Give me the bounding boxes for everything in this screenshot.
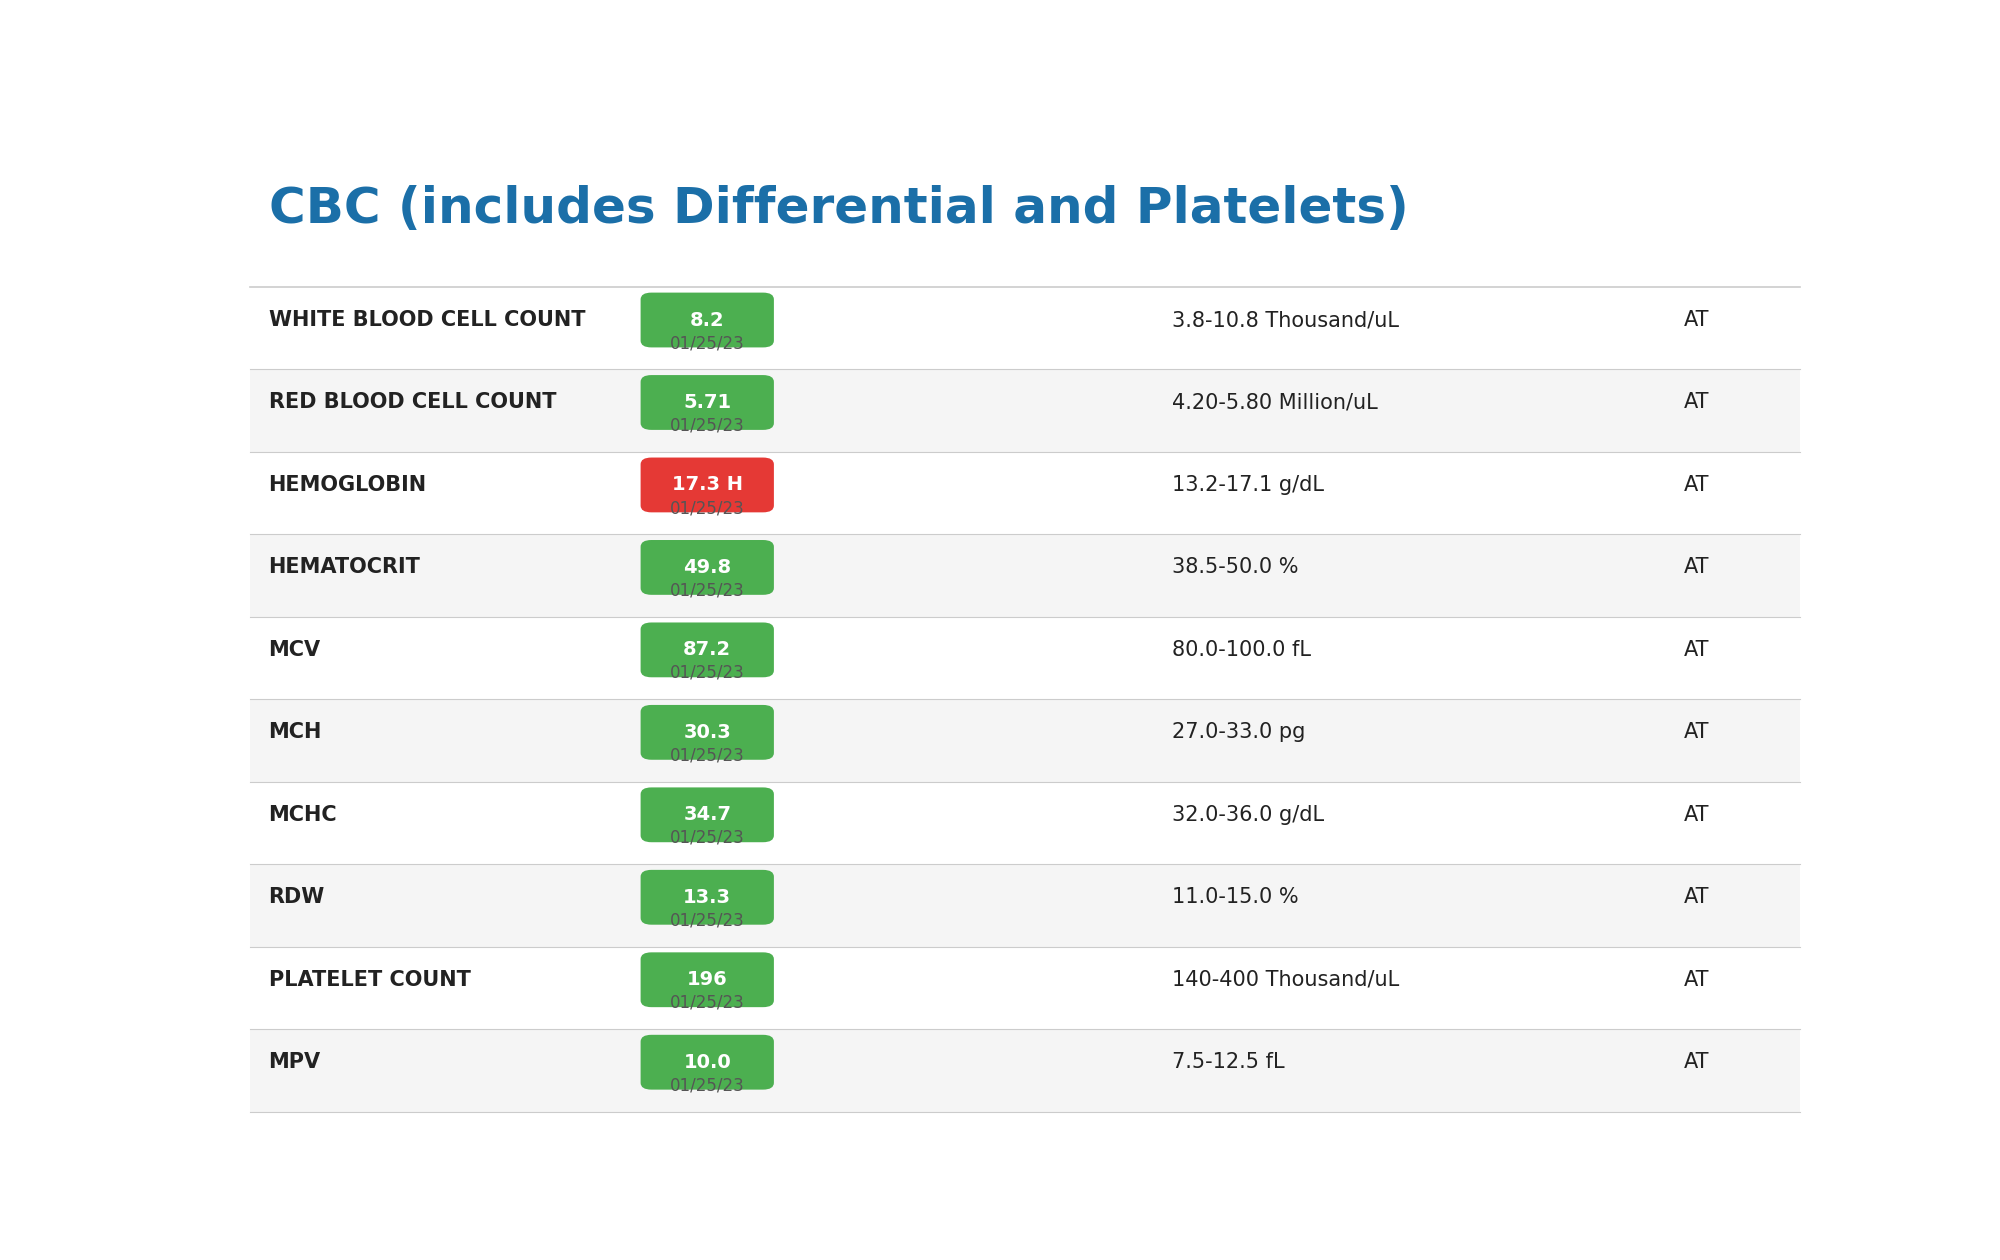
Text: 3.8-10.8 Thousand/uL: 3.8-10.8 Thousand/uL: [1172, 310, 1400, 330]
Text: AT: AT: [1684, 392, 1710, 412]
Bar: [250, 1029, 1800, 1111]
Text: 13.3: 13.3: [684, 888, 732, 907]
Text: MCV: MCV: [268, 640, 320, 660]
Text: 38.5-50.0 %: 38.5-50.0 %: [1172, 557, 1298, 577]
Text: HEMOGLOBIN: HEMOGLOBIN: [268, 475, 426, 495]
Text: 01/25/23: 01/25/23: [670, 334, 744, 352]
FancyBboxPatch shape: [640, 1034, 774, 1090]
Text: 01/25/23: 01/25/23: [670, 582, 744, 600]
Text: 140-400 Thousand/uL: 140-400 Thousand/uL: [1172, 970, 1400, 990]
Text: 01/25/23: 01/25/23: [670, 1076, 744, 1094]
Text: RED BLOOD CELL COUNT: RED BLOOD CELL COUNT: [268, 392, 556, 412]
Text: AT: AT: [1684, 805, 1710, 825]
Text: 01/25/23: 01/25/23: [670, 829, 744, 847]
FancyBboxPatch shape: [640, 869, 774, 925]
FancyBboxPatch shape: [640, 622, 774, 678]
Text: 01/25/23: 01/25/23: [670, 911, 744, 930]
Text: HEMATOCRIT: HEMATOCRIT: [268, 557, 420, 577]
FancyBboxPatch shape: [640, 292, 774, 348]
Text: 01/25/23: 01/25/23: [670, 746, 744, 765]
Text: 01/25/23: 01/25/23: [670, 994, 744, 1012]
Text: MCHC: MCHC: [268, 805, 338, 825]
Text: 49.8: 49.8: [684, 558, 732, 577]
Text: 5.71: 5.71: [684, 393, 732, 412]
Bar: [250, 864, 1800, 946]
Bar: [250, 369, 1800, 452]
FancyBboxPatch shape: [640, 457, 774, 513]
Text: 27.0-33.0 pg: 27.0-33.0 pg: [1172, 722, 1306, 742]
Text: PLATELET COUNT: PLATELET COUNT: [268, 970, 470, 990]
Text: AT: AT: [1684, 1052, 1710, 1072]
Text: 01/25/23: 01/25/23: [670, 664, 744, 682]
Text: 8.2: 8.2: [690, 310, 724, 330]
Text: 17.3 H: 17.3 H: [672, 475, 742, 494]
Text: AT: AT: [1684, 722, 1710, 742]
Text: AT: AT: [1684, 475, 1710, 495]
Text: 80.0-100.0 fL: 80.0-100.0 fL: [1172, 640, 1312, 660]
FancyBboxPatch shape: [640, 788, 774, 842]
Text: CBC (includes Differential and Platelets): CBC (includes Differential and Platelets…: [268, 185, 1408, 233]
FancyBboxPatch shape: [640, 953, 774, 1007]
Text: AT: AT: [1684, 970, 1710, 990]
Text: 4.20-5.80 Million/uL: 4.20-5.80 Million/uL: [1172, 392, 1378, 412]
Text: MCH: MCH: [268, 722, 322, 742]
Bar: [250, 452, 1800, 534]
Text: AT: AT: [1684, 310, 1710, 330]
Bar: [250, 617, 1800, 699]
Text: 13.2-17.1 g/dL: 13.2-17.1 g/dL: [1172, 475, 1324, 495]
Text: 11.0-15.0 %: 11.0-15.0 %: [1172, 887, 1298, 907]
Bar: [250, 781, 1800, 864]
Text: AT: AT: [1684, 557, 1710, 577]
FancyBboxPatch shape: [640, 375, 774, 430]
Text: RDW: RDW: [268, 887, 324, 907]
FancyBboxPatch shape: [640, 541, 774, 595]
Text: AT: AT: [1684, 640, 1710, 660]
Text: 34.7: 34.7: [684, 805, 732, 824]
Bar: [250, 946, 1800, 1029]
Text: 01/25/23: 01/25/23: [670, 417, 744, 435]
Text: 7.5-12.5 fL: 7.5-12.5 fL: [1172, 1052, 1284, 1072]
FancyBboxPatch shape: [640, 704, 774, 760]
Text: 196: 196: [686, 970, 728, 989]
Text: MPV: MPV: [268, 1052, 320, 1072]
Bar: [250, 534, 1800, 617]
Bar: [250, 287, 1800, 369]
Text: AT: AT: [1684, 887, 1710, 907]
Text: 10.0: 10.0: [684, 1052, 732, 1072]
Text: 30.3: 30.3: [684, 723, 732, 742]
Text: WHITE BLOOD CELL COUNT: WHITE BLOOD CELL COUNT: [268, 310, 586, 330]
Text: 01/25/23: 01/25/23: [670, 499, 744, 517]
Bar: [250, 699, 1800, 781]
Text: 32.0-36.0 g/dL: 32.0-36.0 g/dL: [1172, 805, 1324, 825]
Text: 87.2: 87.2: [684, 640, 732, 659]
